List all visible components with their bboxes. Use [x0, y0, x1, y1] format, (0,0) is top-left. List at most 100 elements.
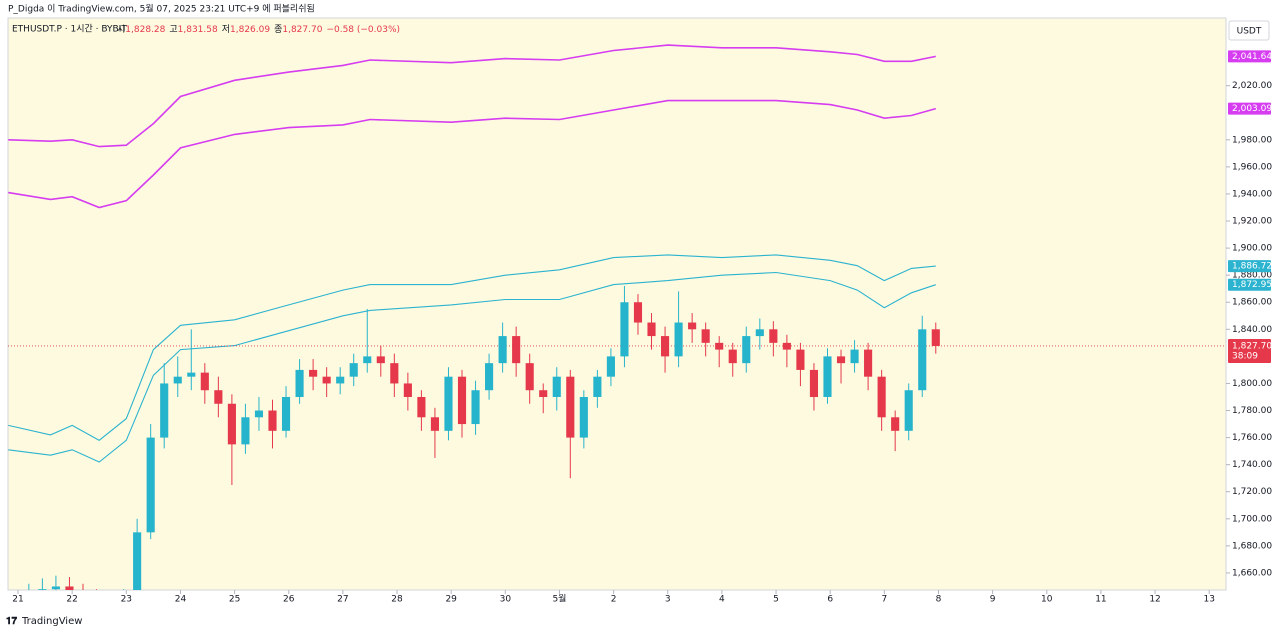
ohlc-label: 고: [169, 25, 177, 35]
candle-body: [376, 356, 385, 364]
candle-body: [309, 369, 318, 377]
x-tick-label: 9: [990, 595, 996, 605]
candle-body: [836, 356, 846, 364]
candle-body: [146, 437, 155, 533]
countdown: 38:09: [1232, 351, 1258, 361]
band-price-label: 2,041.64: [1232, 52, 1272, 62]
candle-body: [688, 322, 697, 330]
ohlc-value: 1,826.09: [230, 25, 270, 35]
x-tick-label: 27: [337, 595, 348, 605]
y-tick-label: 1,780.00: [1232, 406, 1272, 416]
candle-body: [498, 336, 507, 364]
band-line: [8, 254, 936, 441]
y-tick-label: 1,660.00: [1232, 568, 1272, 578]
candle-body: [322, 376, 331, 384]
candle-body: [430, 417, 439, 431]
ohlc-value: 1,827.70: [282, 25, 322, 35]
candle-body: [254, 410, 264, 418]
candle-body: [891, 417, 900, 431]
x-tick-label: 8: [936, 595, 942, 605]
candle-body: [281, 396, 291, 431]
band-price-label: 1,872.95: [1232, 280, 1272, 290]
candle-body: [214, 390, 223, 404]
x-tick-label: 13: [1203, 595, 1214, 605]
candle-body: [173, 376, 182, 384]
x-tick-label: 30: [500, 595, 512, 605]
band-price-label: 2,003.09: [1232, 104, 1272, 114]
candle-body: [552, 376, 561, 397]
x-tick-label: 25: [229, 595, 240, 605]
band-line: [8, 99, 937, 209]
x-tick-label: 12: [1149, 595, 1160, 605]
y-tick-label: 1,740.00: [1232, 460, 1272, 470]
x-tick-label: 21: [12, 595, 23, 605]
candle-body: [417, 396, 426, 418]
candle-body: [823, 356, 832, 397]
candle-body: [660, 336, 670, 357]
ohlc-label: 종: [274, 24, 282, 35]
x-tick-label: 22: [66, 595, 77, 605]
symbol: ETHUSDT.P · 1시간 · BYBIT: [12, 24, 127, 35]
candle-body: [403, 383, 412, 397]
candle-body: [363, 356, 372, 364]
candle-body: [38, 589, 47, 590]
x-tick-label: 23: [121, 595, 132, 605]
ohlc-value: 1,831.58: [178, 25, 218, 35]
candle-body: [471, 390, 480, 425]
plot-border: [7, 17, 1227, 591]
last-price-tag: [1228, 338, 1271, 363]
candle-body: [457, 376, 467, 425]
footer-logo: 𝟏𝟕: [6, 616, 18, 627]
candle-body: [51, 586, 60, 590]
candle-body: [593, 376, 602, 397]
candle-body: [390, 363, 399, 384]
x-tick-label: 2: [611, 595, 617, 605]
candle-body: [268, 410, 277, 431]
y-tick-label: 1,700.00: [1232, 514, 1272, 524]
candle-body: [227, 403, 236, 445]
candle-body: [782, 342, 791, 350]
candle-body: [525, 363, 534, 391]
candle-body: [931, 329, 940, 346]
candle-body: [701, 329, 710, 343]
candle-body: [904, 390, 913, 431]
x-tick-label: 6: [827, 595, 833, 605]
y-tick-label: 1,760.00: [1232, 433, 1272, 443]
band-line: [8, 271, 936, 463]
band-price-tag: [1228, 50, 1271, 63]
candle-body: [769, 329, 778, 343]
currency[interactable]: USDT: [1237, 27, 1262, 37]
currency-button[interactable]: [1228, 20, 1270, 41]
ohlc-value: 1,828.28: [125, 25, 165, 35]
y-tick-label: 1,680.00: [1232, 541, 1272, 551]
y-tick-label: 1,920.00: [1232, 217, 1272, 227]
candle-body: [850, 349, 859, 364]
y-tick-label: 1,980.00: [1232, 135, 1272, 145]
y-tick-label: 1,800.00: [1232, 379, 1272, 389]
candle-body: [200, 372, 209, 391]
candle-body: [349, 363, 358, 377]
candle-body: [647, 322, 656, 337]
change: −0.58 (−0.03%): [326, 25, 400, 35]
x-tick-label: 11: [1095, 595, 1106, 605]
y-tick-label: 2,020.00: [1232, 81, 1272, 91]
publish-header: P_Digda 이 TradingView.com, 5월 07, 2025 2…: [8, 3, 315, 15]
y-tick-label: 1,940.00: [1232, 189, 1272, 199]
candle-body: [539, 390, 548, 397]
y-tick-label: 1,880.00: [1232, 271, 1272, 281]
band-price-tag: [1228, 260, 1271, 273]
ohlc-label: 시: [117, 24, 125, 35]
x-tick-label: 28: [391, 595, 403, 605]
candle-body: [187, 372, 196, 377]
y-tick-label: 1,860.00: [1232, 298, 1272, 308]
candle-body: [877, 376, 886, 418]
x-tick-label: 26: [283, 595, 295, 605]
candle-body: [864, 349, 873, 377]
band-line: [8, 44, 936, 148]
candle-body: [796, 349, 805, 370]
candle-body: [65, 586, 74, 590]
ohlc-label: 저: [222, 24, 230, 35]
candle-body: [485, 363, 494, 391]
x-tick-label: 24: [175, 595, 187, 605]
